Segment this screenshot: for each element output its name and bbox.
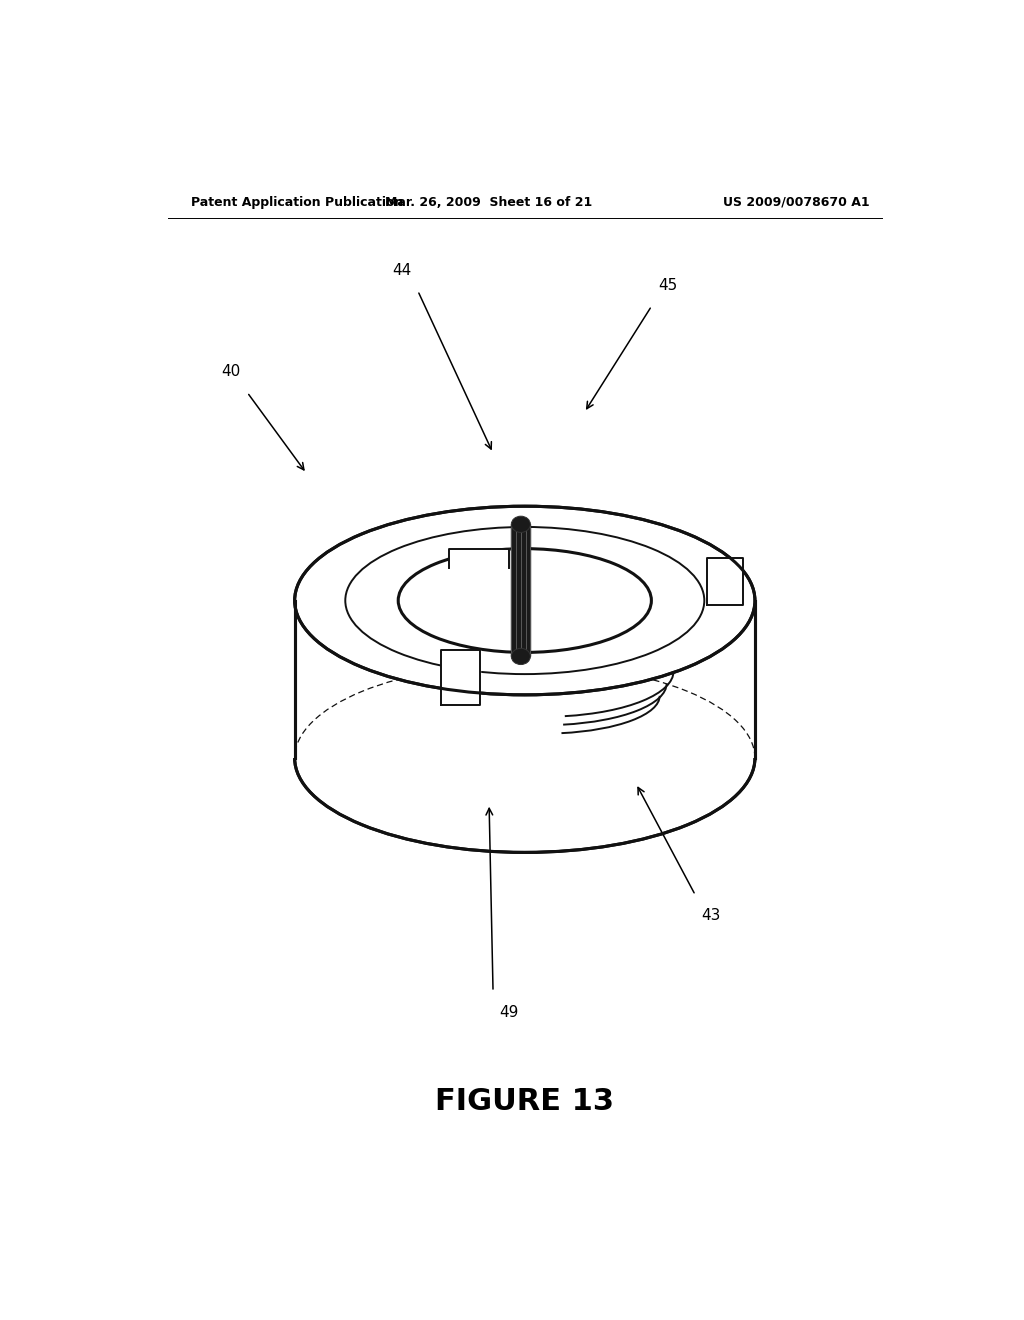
Ellipse shape: [511, 648, 530, 664]
Polygon shape: [511, 524, 530, 656]
Polygon shape: [708, 558, 743, 606]
Text: US 2009/0078670 A1: US 2009/0078670 A1: [723, 195, 870, 209]
Text: 45: 45: [658, 279, 677, 293]
Text: 44: 44: [392, 263, 412, 277]
Polygon shape: [398, 549, 651, 652]
Ellipse shape: [511, 516, 530, 532]
Polygon shape: [295, 601, 755, 758]
Ellipse shape: [398, 549, 651, 652]
Text: 49: 49: [500, 1005, 518, 1019]
Polygon shape: [295, 506, 755, 694]
Text: 43: 43: [701, 908, 721, 923]
Text: Patent Application Publication: Patent Application Publication: [191, 195, 403, 209]
Text: FIGURE 13: FIGURE 13: [435, 1088, 614, 1117]
Polygon shape: [440, 649, 480, 705]
Polygon shape: [450, 549, 509, 568]
Text: Mar. 26, 2009  Sheet 16 of 21: Mar. 26, 2009 Sheet 16 of 21: [385, 195, 593, 209]
Text: 40: 40: [221, 364, 241, 379]
